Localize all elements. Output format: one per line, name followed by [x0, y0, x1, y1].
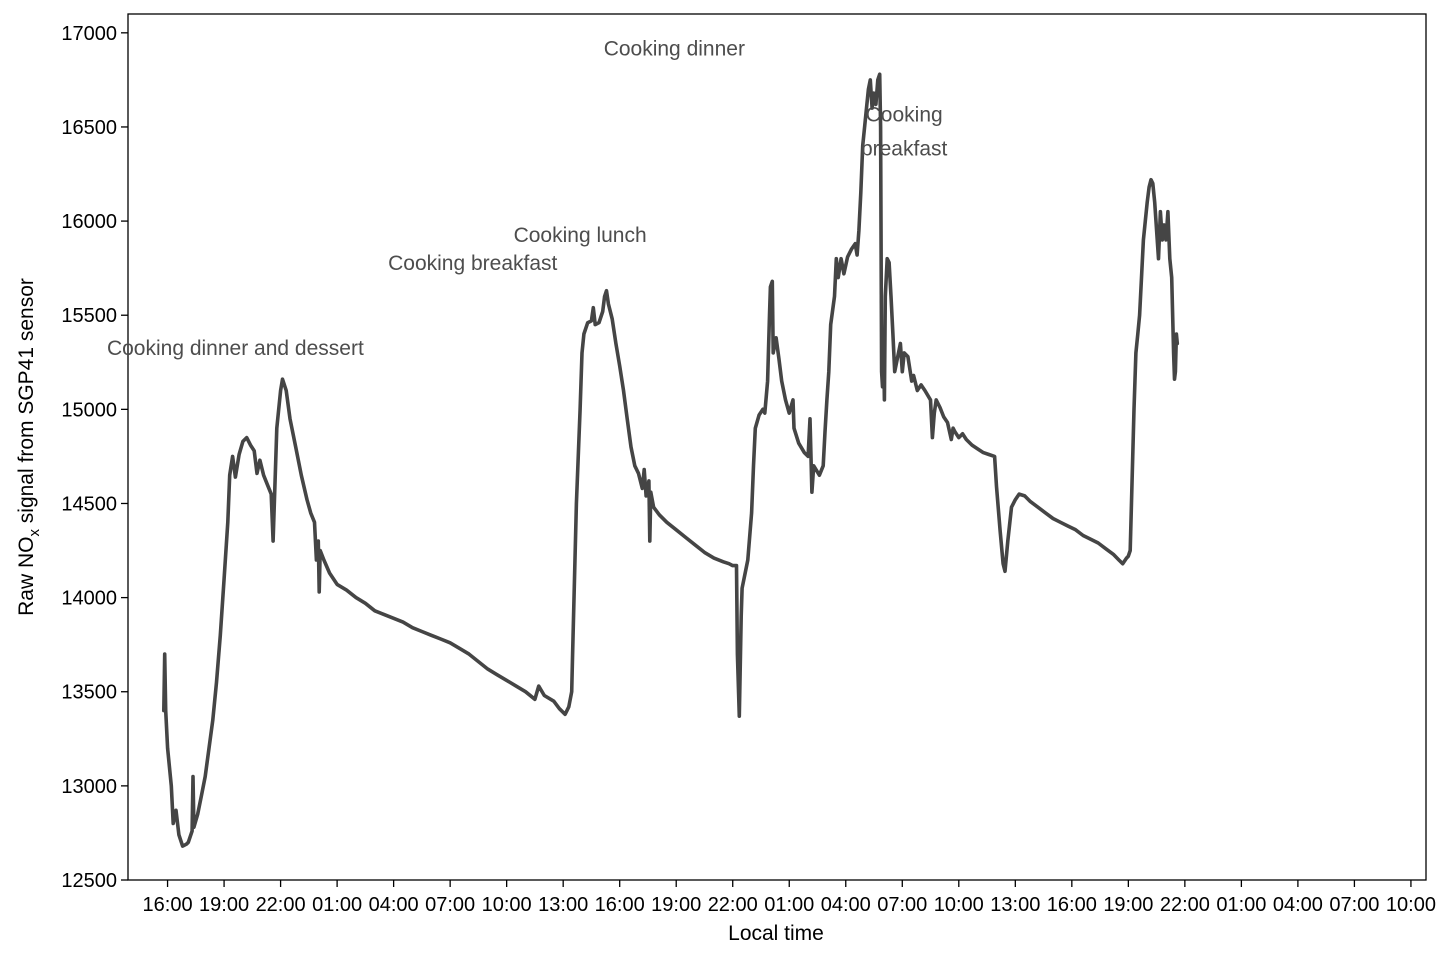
- y-tick-label: 13500: [61, 682, 117, 704]
- x-tick-label: 10:00: [934, 894, 984, 916]
- y-tick-label: 14000: [61, 588, 117, 610]
- x-tick-label: 19:00: [199, 894, 249, 916]
- y-tick-label: 15000: [61, 399, 117, 421]
- x-tick-label: 04:00: [821, 894, 871, 916]
- annotation-label: Cooking dinner: [604, 37, 745, 60]
- y-tick-label: 12500: [61, 870, 117, 892]
- y-tick-label: 16000: [61, 211, 117, 233]
- x-tick-label: 07:00: [425, 894, 475, 916]
- plot-border: [127, 13, 1427, 881]
- x-tick-label: 16:00: [1047, 894, 1097, 916]
- y-axis-title-subscript: x: [26, 529, 43, 537]
- x-tick-label: 22:00: [256, 894, 306, 916]
- x-tick-label: 16:00: [143, 894, 193, 916]
- x-tick-label: 07:00: [877, 894, 927, 916]
- annotation-label: Cooking breakfast: [388, 252, 557, 275]
- x-tick-label: 13:00: [990, 894, 1040, 916]
- y-axis-title-rest: signal from SGP41 sensor: [15, 278, 38, 529]
- x-tick-label: 01:00: [312, 894, 362, 916]
- x-tick-label: 16:00: [595, 894, 645, 916]
- annotation-label: Cooking dinner and dessert: [107, 337, 364, 360]
- y-axis-title-main: Raw NO: [15, 537, 38, 616]
- x-tick-label: 01:00: [1216, 894, 1266, 916]
- x-axis: 16:00 19:00 22:00 01:00 04:00 07:00 10:00 13:00…: [143, 880, 1436, 916]
- annotation-label: Cooking: [866, 103, 943, 126]
- y-tick-label: 17000: [61, 23, 117, 45]
- x-tick-label: 10:00: [1386, 894, 1436, 916]
- annotation-layer: Cooking dinner and dessert Cooking breakf…: [107, 37, 948, 359]
- y-tick-label: 15500: [61, 305, 117, 327]
- x-tick-label: 07:00: [1329, 894, 1379, 916]
- annotation-label: Cooking lunch: [514, 224, 647, 247]
- x-tick-label: 13:00: [538, 894, 588, 916]
- x-tick-label: 19:00: [651, 894, 701, 916]
- y-tick-label: 16500: [61, 117, 117, 139]
- data-layer: [162, 72, 1180, 848]
- x-tick-label: 22:00: [708, 894, 758, 916]
- y-axis-title: Raw NOx signal from SGP41 sensor: [15, 278, 43, 616]
- annotation-label: breakfast: [861, 137, 948, 160]
- y-tick-label: 14500: [61, 493, 117, 515]
- y-tick-label: 13000: [61, 776, 117, 798]
- x-tick-label: 01:00: [764, 894, 814, 916]
- x-tick-label: 22:00: [1160, 894, 1210, 916]
- x-tick-label: 19:00: [1103, 894, 1153, 916]
- y-axis: 12500 13000 13500 14000 14500 15000 15500 16000…: [61, 23, 128, 892]
- series-line: [162, 72, 1180, 848]
- x-tick-label: 10:00: [482, 894, 532, 916]
- x-axis-title: Local time: [728, 922, 824, 945]
- x-tick-label: 04:00: [1273, 894, 1323, 916]
- x-tick-label: 04:00: [369, 894, 419, 916]
